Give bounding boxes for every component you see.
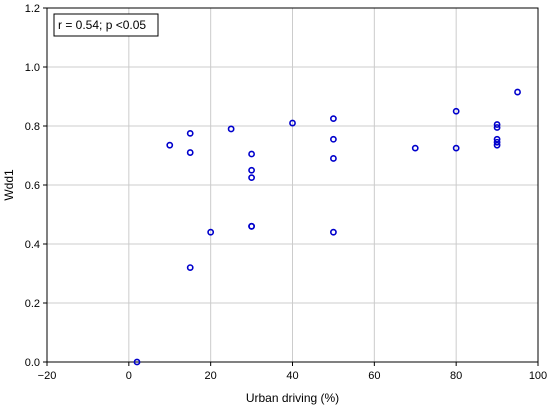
x-tick-label: 60 [368,370,380,382]
x-tick-label: 0 [126,370,132,382]
x-tick-label: 80 [450,370,462,382]
x-tick-label: 100 [529,370,547,382]
data-point [514,88,521,96]
grid-lines [47,8,538,362]
data-point [166,141,174,149]
data-points [133,88,521,366]
data-point [227,125,235,133]
y-axis-title: Wdd1 [2,169,16,201]
data-point [186,129,194,137]
x-axis: −20 0 20 40 60 80 100 [38,362,547,382]
data-point [186,149,194,156]
x-tick-label: 40 [286,370,298,382]
data-point [330,135,337,143]
y-tick-label: 1.2 [25,3,40,15]
data-point [248,174,255,182]
data-point [452,144,460,152]
data-point [330,155,337,162]
data-point [330,115,337,123]
data-point [330,228,337,236]
data-point [248,166,255,174]
y-tick-label: 0.6 [25,180,40,192]
data-point [493,141,501,149]
data-point [493,138,501,146]
data-point [207,228,215,236]
annotation-text: r = 0.54; p <0.05 [58,18,146,32]
data-point [411,144,419,152]
data-point [493,124,501,131]
y-tick-label: 0.8 [25,121,40,133]
x-tick-label: 20 [205,370,217,382]
x-axis-title: Urban driving (%) [246,391,339,405]
y-tick-label: 0.4 [25,239,40,251]
data-point [248,222,255,230]
y-tick-label: 0.2 [25,298,40,310]
data-point [289,119,296,127]
data-point [133,358,141,366]
x-tick-label: −20 [38,370,57,382]
data-point [452,107,460,115]
data-point [248,150,255,158]
annotation-box [53,13,159,37]
y-tick-label: 1.0 [25,62,40,74]
y-tick-label: 0.0 [25,357,40,369]
data-point [186,264,194,271]
correlation-annotation: r = 0.54; p <0.05 [53,13,159,37]
data-point [493,121,501,128]
y-axis: 0.0 0.2 0.4 0.6 0.8 1.0 1.2 [25,3,47,369]
